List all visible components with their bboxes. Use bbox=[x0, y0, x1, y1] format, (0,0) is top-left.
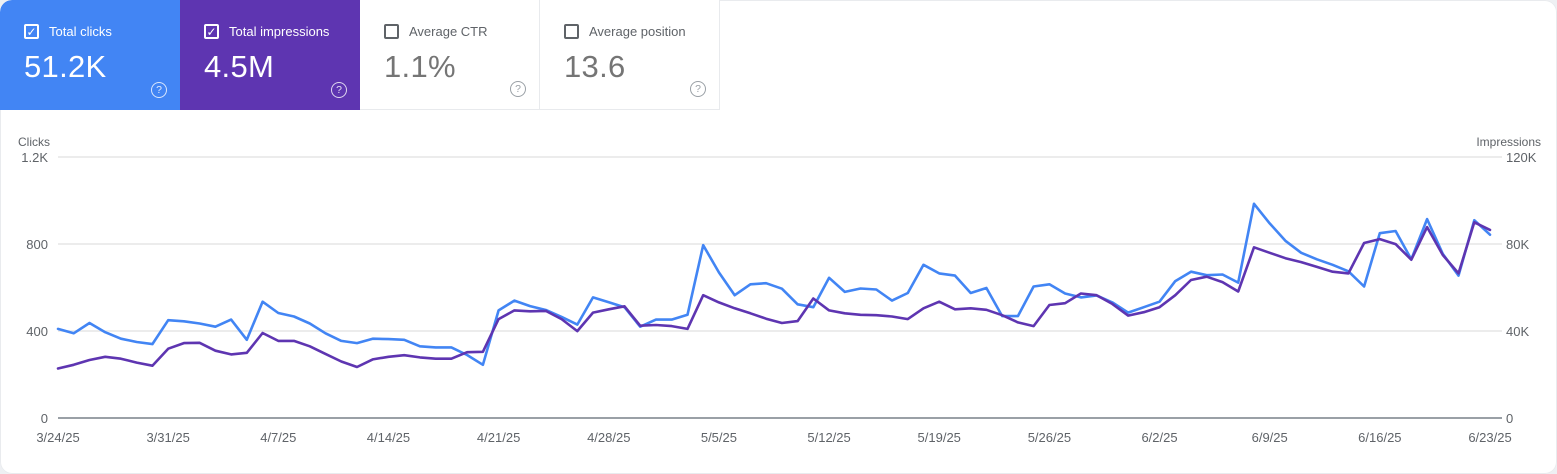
total-clicks-card-header: ✓ Total clicks bbox=[24, 24, 180, 39]
help-icon[interactable]: ? bbox=[151, 82, 167, 98]
help-icon[interactable]: ? bbox=[510, 81, 526, 97]
average-ctr-checkbox[interactable] bbox=[384, 24, 399, 39]
right-axis-title: Impressions bbox=[1476, 135, 1541, 149]
right-axis-tick: 0 bbox=[1506, 411, 1514, 426]
gridline bbox=[58, 243, 1502, 245]
average-ctr-label: Average CTR bbox=[409, 24, 488, 39]
x-axis-label: 4/7/25 bbox=[260, 430, 297, 445]
help-icon[interactable]: ? bbox=[690, 81, 706, 97]
total-impressions-checkbox[interactable]: ✓ bbox=[204, 24, 219, 39]
right-axis-tick: 80K bbox=[1506, 237, 1530, 252]
average-position-card-header: Average position bbox=[564, 24, 719, 39]
total-impressions-label: Total impressions bbox=[229, 24, 330, 39]
average-ctr-value: 1.1% bbox=[384, 49, 456, 84]
total-clicks-card[interactable]: ✓ Total clicks 51.2K ? bbox=[0, 0, 180, 110]
total-clicks-label: Total clicks bbox=[49, 24, 112, 39]
average-position-value: 13.6 bbox=[564, 49, 626, 84]
total-clicks-checkbox[interactable]: ✓ bbox=[24, 24, 39, 39]
left-axis-tick: 0 bbox=[40, 411, 48, 426]
x-axis-label: 4/14/25 bbox=[366, 430, 411, 445]
x-axis-label: 5/26/25 bbox=[1027, 430, 1072, 445]
x-axis-label: 5/19/25 bbox=[917, 430, 961, 445]
total-impressions-card-header: ✓ Total impressions bbox=[204, 24, 360, 39]
left-axis-title: Clicks bbox=[18, 135, 50, 149]
x-axis-label: 6/16/25 bbox=[1358, 430, 1402, 445]
x-axis-label: 6/23/25 bbox=[1468, 430, 1512, 445]
x-axis-label: 4/21/25 bbox=[476, 430, 521, 445]
impressions-line bbox=[56, 221, 1492, 370]
average-position-card[interactable]: Average position 13.6 ? bbox=[540, 0, 720, 110]
clicks-line bbox=[56, 202, 1492, 367]
average-ctr-card-header: Average CTR bbox=[384, 24, 539, 39]
total-impressions-card[interactable]: ✓ Total impressions 4.5M ? bbox=[180, 0, 360, 110]
left-axis-tick: 800 bbox=[26, 237, 48, 252]
right-axis-tick: 40K bbox=[1506, 324, 1530, 339]
left-axis-tick: 400 bbox=[26, 324, 48, 339]
metric-cards-row: ✓ Total clicks 51.2K ? ✓ Total impressio… bbox=[0, 0, 720, 110]
x-axis-label: 3/24/25 bbox=[36, 430, 80, 445]
average-ctr-card[interactable]: Average CTR 1.1% ? bbox=[360, 0, 540, 110]
x-axis-label: 6/9/25 bbox=[1251, 430, 1288, 445]
x-axis-label: 6/2/25 bbox=[1141, 430, 1178, 445]
total-clicks-value: 51.2K bbox=[24, 49, 107, 84]
help-icon[interactable]: ? bbox=[331, 82, 347, 98]
x-axis-label: 5/12/25 bbox=[807, 430, 851, 445]
right-axis-tick: 120K bbox=[1506, 150, 1537, 165]
x-axis-baseline bbox=[58, 417, 1502, 419]
x-axis-label: 3/31/25 bbox=[146, 430, 190, 445]
x-axis-label: 4/28/25 bbox=[587, 430, 631, 445]
left-axis-tick: 1.2K bbox=[21, 150, 48, 165]
total-impressions-value: 4.5M bbox=[204, 49, 275, 84]
chart-canvas[interactable] bbox=[0, 110, 1557, 474]
gridline bbox=[58, 330, 1502, 332]
average-position-checkbox[interactable] bbox=[564, 24, 579, 39]
x-axis-label: 5/5/25 bbox=[700, 430, 737, 445]
gridline bbox=[58, 156, 1502, 158]
average-position-label: Average position bbox=[589, 24, 686, 39]
performance-chart[interactable]: Clicks Impressions 1.2K 800 400 0 120K 8… bbox=[0, 110, 1557, 474]
